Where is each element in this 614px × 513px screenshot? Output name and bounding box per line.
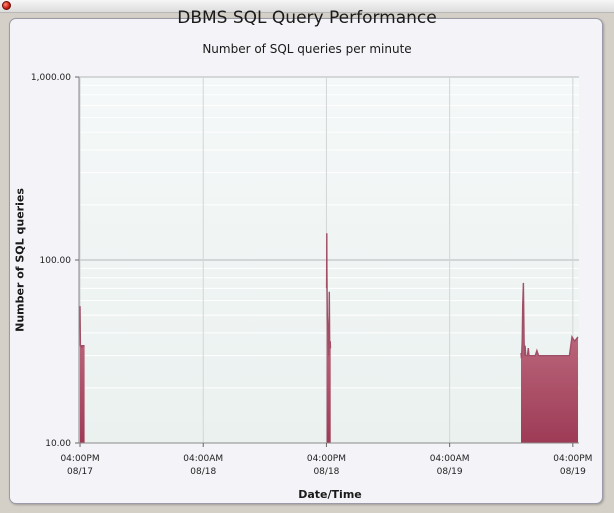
x-tick-time: 04:00AM bbox=[183, 454, 223, 464]
x-tick-date: 08/18 bbox=[313, 467, 339, 477]
x-tick-time: 04:00PM bbox=[553, 454, 592, 464]
y-tick-label: 10.00 bbox=[45, 439, 71, 449]
x-tick-time: 04:00PM bbox=[60, 454, 99, 464]
x-tick-time: 04:00AM bbox=[430, 454, 470, 464]
x-axis-label: Date/Time bbox=[298, 488, 362, 501]
series-area bbox=[521, 282, 578, 443]
x-tick-date: 08/17 bbox=[67, 467, 93, 477]
series-line bbox=[79, 306, 85, 349]
chart-subtitle: Number of SQL queries per minute bbox=[202, 42, 412, 56]
x-tick-time: 04:00PM bbox=[307, 454, 346, 464]
window-title-bar bbox=[0, 0, 614, 13]
chart-title: DBMS SQL Query Performance bbox=[177, 8, 437, 28]
x-tick-date: 08/19 bbox=[560, 467, 586, 477]
x-tick-date: 08/19 bbox=[437, 467, 463, 477]
y-tick-label: 100.00 bbox=[40, 256, 72, 266]
x-tick-date: 08/18 bbox=[190, 467, 216, 477]
series-line bbox=[325, 233, 332, 356]
y-tick-label: 1,000.00 bbox=[31, 73, 71, 83]
series-area bbox=[326, 233, 331, 443]
close-icon[interactable] bbox=[2, 1, 11, 10]
series-line bbox=[520, 282, 579, 359]
series-area bbox=[80, 306, 85, 443]
